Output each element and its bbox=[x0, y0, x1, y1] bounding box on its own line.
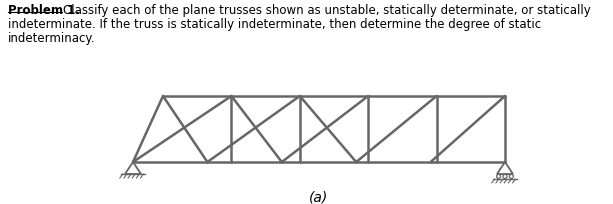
Text: (a): (a) bbox=[310, 190, 329, 204]
Text: Problem 1.: Problem 1. bbox=[8, 4, 80, 17]
Text: indeterminacy.: indeterminacy. bbox=[8, 32, 96, 45]
Text: indeterminate. If the truss is statically indeterminate, then determine the degr: indeterminate. If the truss is staticall… bbox=[8, 18, 541, 31]
Text: Classify each of the plane trusses shown as unstable, statically determinate, or: Classify each of the plane trusses shown… bbox=[63, 4, 591, 17]
